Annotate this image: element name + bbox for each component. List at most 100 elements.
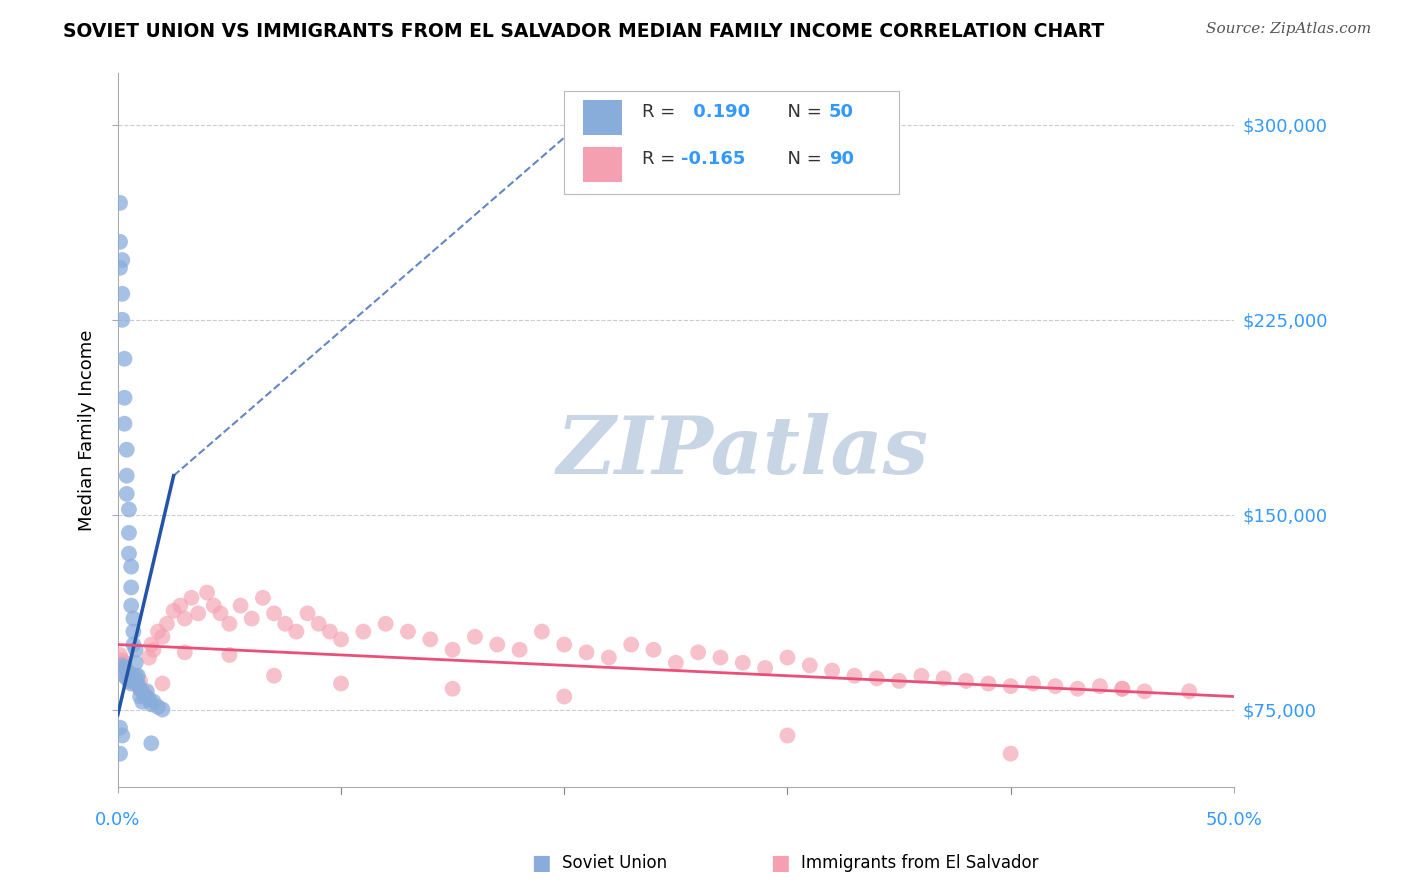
Point — [118, 547, 141, 561]
Point — [127, 669, 149, 683]
Point — [598, 650, 620, 665]
Point — [553, 638, 575, 652]
Text: ZIPatlas: ZIPatlas — [557, 413, 929, 491]
Point — [152, 702, 174, 716]
Point — [114, 417, 136, 431]
Text: 0.0%: 0.0% — [96, 811, 141, 829]
Point — [114, 669, 136, 683]
Point — [1133, 684, 1156, 698]
Point — [955, 673, 977, 688]
Text: R =: R = — [643, 103, 682, 121]
Point — [115, 442, 138, 457]
Bar — [583, 147, 623, 182]
Point — [643, 642, 665, 657]
Point — [122, 611, 145, 625]
Point — [146, 624, 169, 639]
Point — [844, 669, 866, 683]
Point — [173, 611, 195, 625]
Point — [180, 591, 202, 605]
Point — [122, 624, 145, 639]
Point — [263, 607, 285, 621]
Point — [131, 695, 153, 709]
Point — [1178, 684, 1201, 698]
Point — [156, 616, 179, 631]
Point — [114, 669, 136, 683]
Point — [111, 313, 134, 327]
Point — [162, 604, 184, 618]
Point — [122, 673, 145, 688]
Point — [114, 661, 136, 675]
Point — [821, 664, 844, 678]
Point — [396, 624, 419, 639]
Text: 90: 90 — [828, 150, 853, 169]
Point — [108, 747, 131, 761]
Point — [111, 658, 134, 673]
Point — [129, 681, 152, 696]
Point — [124, 676, 146, 690]
Point — [120, 599, 142, 613]
Point — [173, 645, 195, 659]
Point — [118, 666, 141, 681]
Point — [141, 638, 163, 652]
Point — [152, 676, 174, 690]
Point — [129, 681, 152, 696]
Point — [1000, 747, 1022, 761]
Point — [120, 581, 142, 595]
Point — [124, 656, 146, 670]
Point — [120, 671, 142, 685]
Point — [285, 624, 308, 639]
Point — [1045, 679, 1067, 693]
Point — [118, 666, 141, 681]
Point — [187, 607, 209, 621]
Point — [129, 690, 152, 704]
Point — [218, 648, 240, 662]
Point — [111, 286, 134, 301]
Point — [114, 391, 136, 405]
Point — [229, 599, 252, 613]
Point — [308, 616, 330, 631]
Point — [1088, 679, 1111, 693]
Point — [135, 684, 157, 698]
Point — [120, 559, 142, 574]
Bar — [583, 100, 623, 135]
Point — [352, 624, 374, 639]
Point — [441, 642, 464, 657]
Point — [118, 673, 141, 688]
Point — [776, 650, 799, 665]
Point — [688, 645, 710, 659]
Point — [114, 661, 136, 675]
Point — [118, 669, 141, 683]
Point — [124, 642, 146, 657]
Point — [134, 690, 156, 704]
Point — [115, 664, 138, 678]
Point — [115, 487, 138, 501]
Point — [330, 632, 353, 647]
Point — [122, 638, 145, 652]
Text: 50.0%: 50.0% — [1205, 811, 1263, 829]
Point — [108, 235, 131, 249]
Point — [111, 253, 134, 268]
Point — [1066, 681, 1088, 696]
Point — [530, 624, 553, 639]
Point — [252, 591, 274, 605]
Point — [209, 607, 232, 621]
Point — [138, 650, 160, 665]
Point — [776, 729, 799, 743]
Point — [111, 729, 134, 743]
Point — [665, 656, 688, 670]
Point — [142, 642, 165, 657]
FancyBboxPatch shape — [564, 91, 898, 194]
Point — [1111, 681, 1133, 696]
Point — [118, 502, 141, 516]
Point — [108, 648, 131, 662]
Point — [1111, 681, 1133, 696]
Point — [131, 684, 153, 698]
Point — [799, 658, 821, 673]
Point — [709, 650, 731, 665]
Point — [115, 664, 138, 678]
Point — [263, 669, 285, 683]
Text: Source: ZipAtlas.com: Source: ZipAtlas.com — [1205, 22, 1371, 37]
Text: -0.165: -0.165 — [682, 150, 745, 169]
Point — [731, 656, 754, 670]
Point — [932, 671, 955, 685]
